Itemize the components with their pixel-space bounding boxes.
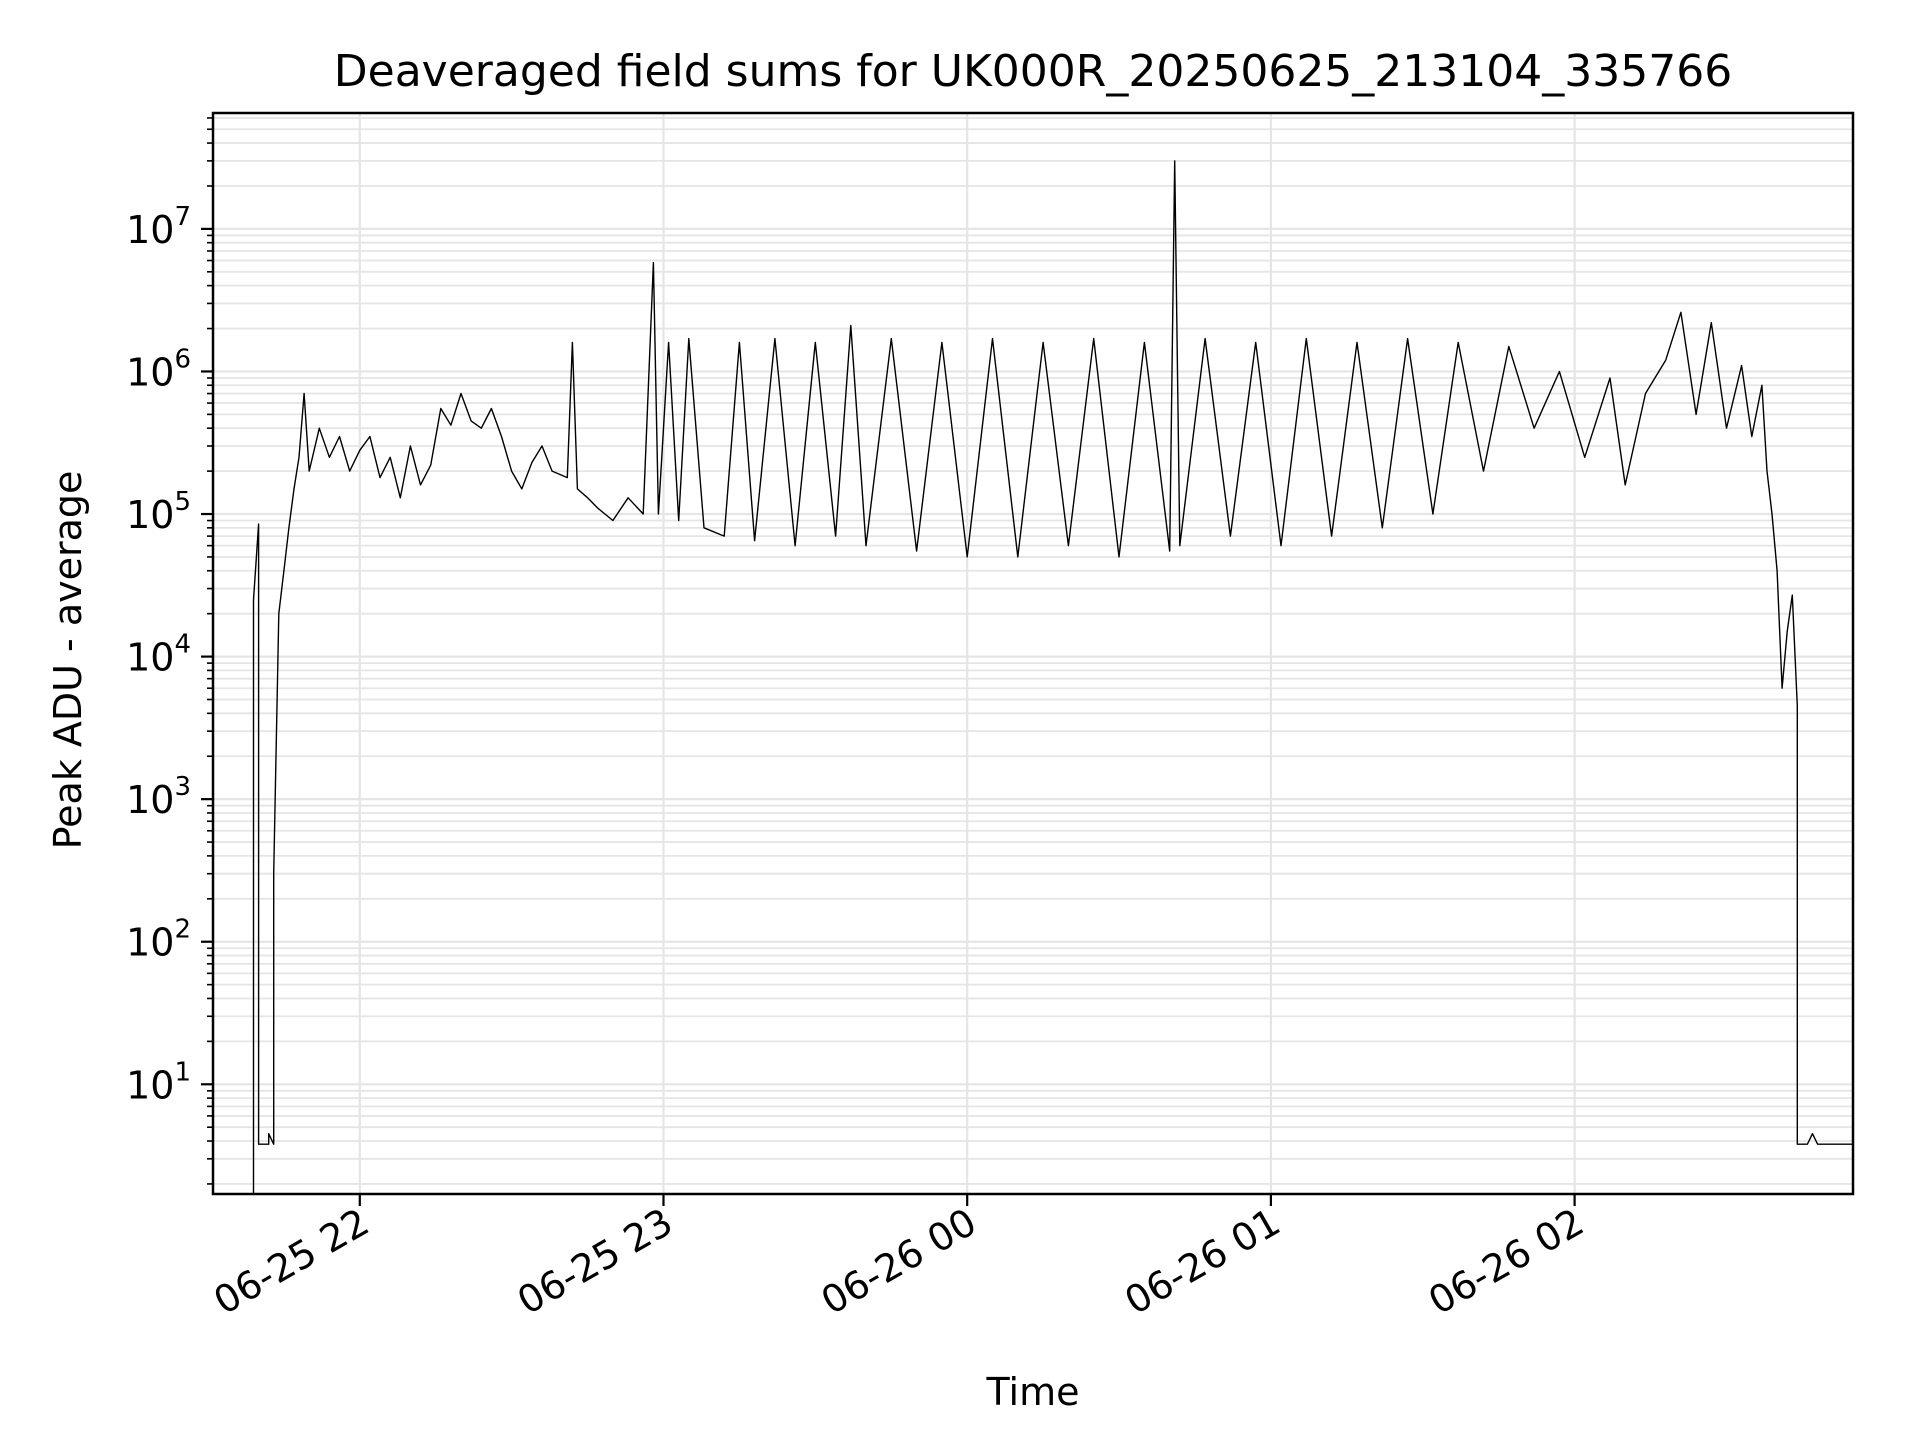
y-axis: 101 102 103 104 105 106 107	[126, 117, 213, 1185]
y-axis-label: Peak ADU - average	[46, 471, 90, 850]
x-axis-label: Time	[986, 1370, 1080, 1414]
series-layer	[252, 160, 1853, 1194]
grid	[213, 113, 1853, 1194]
y-tick-label: 105	[126, 487, 191, 537]
plot-frame	[211, 111, 1855, 1196]
y-tick-label: 107	[126, 202, 191, 252]
chart-title: Deaveraged field sums for UK000R_2025062…	[334, 46, 1732, 97]
y-tick-label: 104	[126, 630, 191, 680]
y-tick-label: 106	[126, 344, 191, 394]
y-tick-label: 101	[126, 1057, 191, 1107]
y-tick-label: 102	[126, 915, 191, 965]
y-tick-label: 103	[126, 772, 191, 822]
series-line	[252, 160, 1853, 1194]
